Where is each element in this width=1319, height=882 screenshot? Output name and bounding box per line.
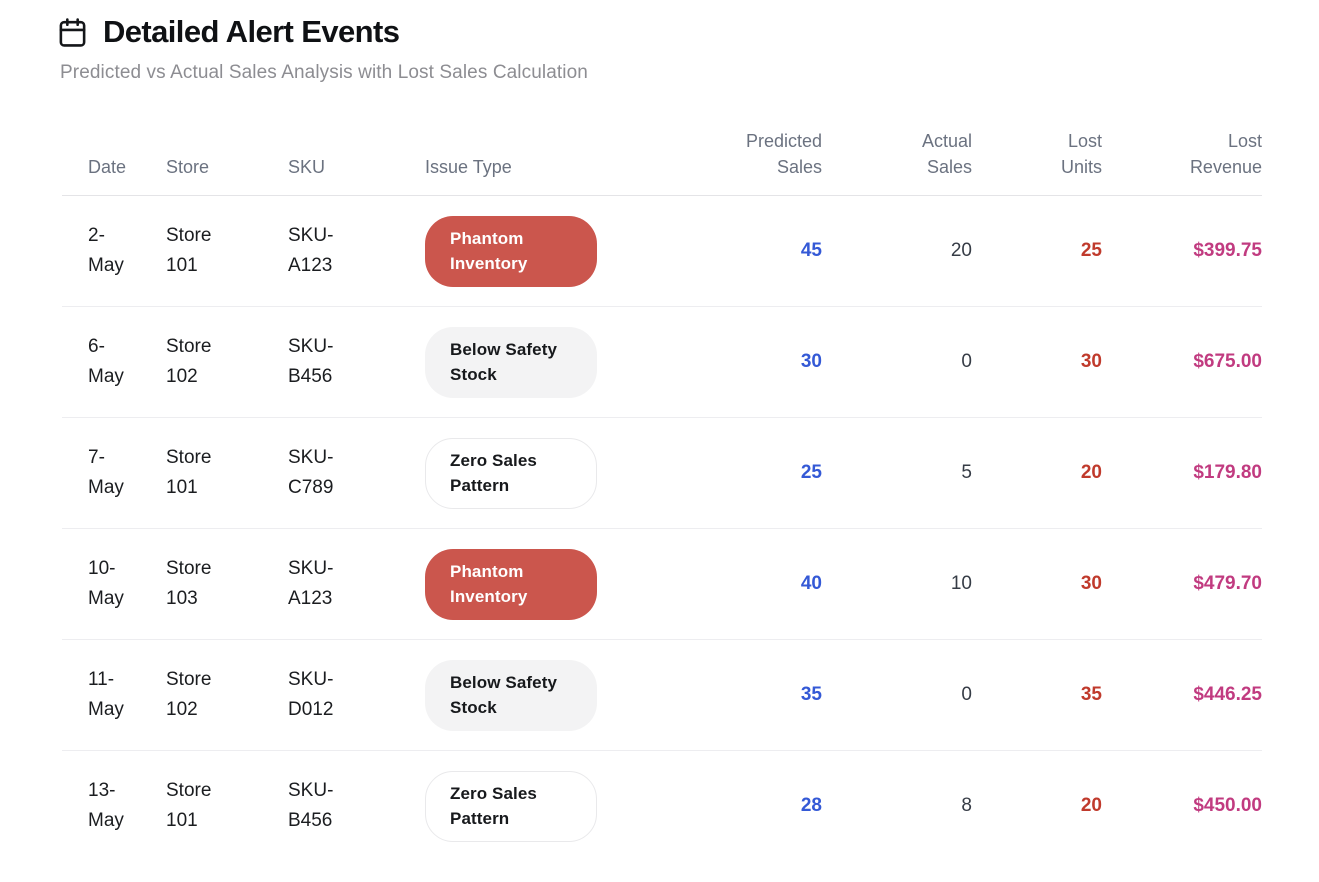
column-header-lost-revenue: Lost Revenue [1102, 128, 1262, 197]
column-header-date: Date [62, 128, 166, 197]
store-cell: Store 103 [166, 528, 288, 641]
store-cell: Store 102 [166, 306, 288, 419]
page-title: Detailed Alert Events [103, 14, 400, 49]
page-header: Detailed Alert Events [0, 0, 1319, 50]
issue-type-cell: Phantom Inventory [425, 195, 702, 308]
actual-sales-cell: 8 [961, 795, 972, 817]
lost-revenue-cell: $479.70 [1102, 528, 1262, 641]
actual-sales-cell: 10 [822, 528, 972, 641]
sku-cell: SKU-A123 [288, 195, 425, 308]
table-row: 7-May Store 101 SKU-C789 Zero Sales Patt… [62, 417, 1262, 530]
date-cell: 13-May [88, 780, 124, 832]
lost-units-cell: 20 [1080, 795, 1102, 817]
table-row: 2-May Store 101 SKU-A123 Phantom Invento… [62, 195, 1262, 308]
date-cell: 2-May [62, 195, 166, 308]
issue-type-cell: Zero Sales Pattern [425, 417, 702, 530]
issue-type-cell: Phantom Inventory [425, 528, 702, 641]
predicted-sales-cell: 30 [702, 306, 822, 419]
sku-cell: SKU-C789 [288, 417, 425, 530]
issue-type-badge: Zero Sales Pattern [425, 437, 597, 509]
column-header-lost-units: Lost Units [972, 128, 1102, 197]
actual-sales-cell: 20 [822, 195, 972, 308]
predicted-sales-cell: 28 [800, 795, 822, 817]
alert-events-table-container: Date Store SKU Issue Type Predicted Sale… [62, 128, 1262, 861]
sku-cell: SKU-B456 [288, 780, 334, 832]
issue-type-badge: Below Safety Stock [425, 659, 597, 731]
lost-units-cell: 30 [972, 306, 1102, 419]
date-cell: 7-May [62, 417, 166, 530]
issue-type-badge: Below Safety Stock [425, 326, 597, 398]
lost-revenue-cell: $179.80 [1102, 417, 1262, 530]
issue-type-cell: Zero Sales Pattern [425, 751, 702, 862]
column-header-actual-sales: Actual Sales [822, 128, 972, 197]
store-cell: Store 101 [166, 417, 288, 530]
store-cell: Store 102 [166, 639, 288, 752]
table-row: 11-May Store 102 SKU-D012 Below Safety S… [62, 639, 1262, 752]
lost-revenue-cell: $446.25 [1102, 639, 1262, 752]
sku-cell: SKU-D012 [288, 639, 425, 752]
alert-events-table: Date Store SKU Issue Type Predicted Sale… [62, 128, 1262, 861]
actual-sales-cell: 0 [822, 639, 972, 752]
issue-type-badge: Zero Sales Pattern [425, 770, 597, 842]
store-cell: Store 101 [166, 195, 288, 308]
date-cell: 11-May [62, 639, 166, 752]
date-cell: 10-May [62, 528, 166, 641]
table-row: 13-May Store 101 SKU-B456 Zero Sales Pat… [62, 751, 1262, 862]
predicted-sales-cell: 40 [702, 528, 822, 641]
table-header-row: Date Store SKU Issue Type Predicted Sale… [62, 128, 1262, 197]
table-row: 6-May Store 102 SKU-B456 Below Safety St… [62, 306, 1262, 419]
lost-units-cell: 30 [972, 528, 1102, 641]
lost-revenue-cell: $399.75 [1102, 195, 1262, 308]
lost-units-cell: 35 [972, 639, 1102, 752]
column-header-predicted-sales: Predicted Sales [702, 128, 822, 197]
sku-cell: SKU-A123 [288, 528, 425, 641]
table-row: 10-May Store 103 SKU-A123 Phantom Invent… [62, 528, 1262, 641]
actual-sales-cell: 0 [822, 306, 972, 419]
column-header-sku: SKU [288, 128, 425, 197]
column-header-issue-type: Issue Type [425, 128, 702, 197]
page-subtitle: Predicted vs Actual Sales Analysis with … [60, 62, 588, 83]
store-cell: Store 101 [166, 780, 212, 832]
issue-type-cell: Below Safety Stock [425, 639, 702, 752]
sku-cell: SKU-B456 [288, 306, 425, 419]
predicted-sales-cell: 25 [702, 417, 822, 530]
lost-units-cell: 25 [972, 195, 1102, 308]
actual-sales-cell: 5 [822, 417, 972, 530]
lost-revenue-cell: $675.00 [1102, 306, 1262, 419]
issue-type-badge: Phantom Inventory [425, 548, 597, 620]
predicted-sales-cell: 35 [702, 639, 822, 752]
predicted-sales-cell: 45 [702, 195, 822, 308]
lost-units-cell: 20 [972, 417, 1102, 530]
calendar-icon [57, 17, 88, 48]
column-header-store: Store [166, 128, 288, 197]
date-cell: 6-May [62, 306, 166, 419]
issue-type-badge: Phantom Inventory [425, 215, 597, 287]
lost-revenue-cell: $450.00 [1193, 795, 1262, 817]
issue-type-cell: Below Safety Stock [425, 306, 702, 419]
